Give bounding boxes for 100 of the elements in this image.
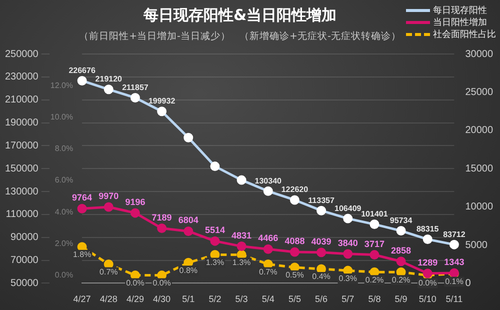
y2-tick-label: 0: [465, 278, 472, 289]
x-tick-label: 5/10: [418, 294, 436, 304]
data-label: 1289: [418, 257, 438, 268]
x-tick-label: 5/6: [315, 294, 328, 304]
point: [396, 267, 406, 277]
y-tick-label: 90000: [10, 232, 39, 244]
x-tick-label: 5/3: [235, 294, 248, 304]
data-label: 0.2%: [392, 275, 410, 284]
data-label: 9764: [72, 192, 92, 203]
data-label: 4466: [258, 233, 278, 244]
data-label: 0.5%: [286, 270, 304, 280]
data-label: 0.0%: [418, 278, 437, 288]
data-label: 211857: [122, 82, 149, 92]
y3-tick-label: 12.0%: [50, 80, 74, 90]
chart-subtitle: （前日阳性+当日增加-当日减少） （新增确诊+无症状-无症状转确诊）: [78, 30, 402, 43]
point: [316, 248, 326, 258]
data-label: 83712: [443, 230, 466, 239]
data-label: 226676: [68, 66, 96, 75]
point: [236, 242, 246, 252]
data-label: 9970: [98, 191, 119, 202]
y-tick-label: 230000: [4, 72, 39, 83]
legend-label: 当日阳性增加: [433, 16, 487, 28]
x-tick-label: 5/8: [368, 294, 381, 304]
x-tick-label: 5/2: [208, 294, 222, 304]
point: [77, 204, 87, 214]
y-tick-label: 130000: [4, 186, 39, 198]
data-label: 122620: [281, 185, 309, 194]
data-label: 4039: [311, 236, 332, 246]
data-label: 0.4%: [312, 272, 330, 282]
legend-label: 每日现存阳性: [433, 4, 487, 16]
x-tick-label: 4/28: [100, 294, 118, 304]
y3-tick-label: 2.0%: [54, 238, 74, 248]
data-label: 219120: [95, 74, 123, 84]
y2-tick-label: 20000: [465, 125, 494, 136]
data-label: 0.7%: [259, 267, 278, 276]
data-label: 199932: [148, 96, 176, 106]
point: [370, 267, 380, 277]
y2-tick-label: 10000: [465, 202, 494, 213]
legend-label: 社会面阳性占比: [433, 28, 496, 40]
data-label: 106409: [334, 204, 362, 213]
point: [290, 247, 300, 257]
data-label: 7189: [152, 212, 172, 222]
data-label: 0.2%: [365, 275, 384, 284]
y-tick-label: 110000: [6, 209, 39, 220]
data-label: 0.7%: [100, 267, 118, 276]
x-tick-label: 5/4: [262, 294, 274, 304]
data-label: 113357: [308, 196, 335, 205]
data-label: 0.1%: [445, 276, 464, 286]
point: [184, 226, 194, 236]
data-label: 0.8%: [179, 266, 198, 275]
point: [210, 236, 220, 246]
point: [104, 259, 114, 269]
x-tick-label: 5/11: [446, 294, 463, 304]
point: [263, 244, 273, 254]
y-tick-label: 170000: [4, 140, 39, 152]
x-tick-label: 5/5: [288, 294, 301, 304]
data-label: 1.3%: [206, 258, 224, 267]
y2-tick-label: 15000: [465, 163, 494, 174]
y3-tick-label: 8.0%: [54, 144, 74, 154]
data-label: 4831: [232, 230, 252, 240]
x-tick-label: 5/1: [182, 294, 195, 304]
y2-tick-label: 25000: [465, 86, 494, 98]
data-label: 1343: [444, 256, 464, 267]
data-label: 1.8%: [72, 250, 92, 260]
point: [396, 256, 406, 266]
x-tick-label: 5/9: [394, 294, 408, 304]
y3-tick-label: 0.0%: [54, 270, 74, 280]
x-tick-label: 4/27: [73, 294, 91, 304]
data-label: 95734: [390, 216, 413, 225]
point: [370, 250, 380, 260]
data-label: 4088: [284, 236, 305, 246]
point: [104, 202, 114, 212]
point: [263, 259, 273, 269]
point: [130, 208, 140, 218]
data-label: 2858: [391, 245, 412, 256]
data-label: 0.0%: [126, 278, 144, 288]
data-label: 130340: [254, 176, 282, 186]
x-tick-label: 4/29: [126, 294, 144, 304]
y-tick-label: 150000: [4, 163, 39, 174]
data-label: 0.0%: [152, 278, 171, 288]
y-tick-label: 70000: [10, 255, 39, 266]
y2-tick-label: 5000: [465, 240, 488, 251]
y2-tick-label: 30000: [465, 48, 494, 60]
y-tick-label: 190000: [4, 118, 39, 129]
point: [343, 249, 353, 259]
x-tick-label: 4/30: [153, 294, 171, 304]
data-label: 6804: [178, 215, 198, 226]
y3-tick-label: 10.0%: [50, 112, 74, 122]
chart-title: 每日现存阳性&当日阳性增加: [142, 6, 338, 25]
x-tick-label: 5/7: [342, 294, 354, 304]
y3-tick-label: 4.0%: [54, 207, 74, 216]
data-label: 88315: [416, 224, 440, 234]
y-tick-label: 250000: [4, 48, 39, 60]
data-label: 3717: [364, 238, 384, 249]
data-label: 101401: [361, 210, 388, 218]
data-label: 9196: [125, 196, 146, 207]
y3-tick-label: 6.0%: [54, 176, 74, 185]
data-label: 0.3%: [338, 274, 357, 283]
y-tick-label: 210000: [4, 94, 39, 106]
point: [157, 224, 167, 234]
